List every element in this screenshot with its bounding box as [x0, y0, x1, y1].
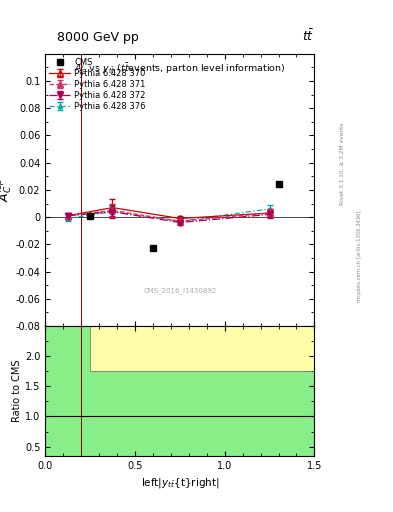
Legend: CMS, Pythia 6.428 370, Pythia 6.428 371, Pythia 6.428 372, Pythia 6.428 376: CMS, Pythia 6.428 370, Pythia 6.428 371,… [48, 56, 147, 113]
Text: Rivet 3.1.10, ≥ 3.2M events: Rivet 3.1.10, ≥ 3.2M events [340, 122, 344, 205]
Y-axis label: $A_C^{lep}$: $A_C^{lep}$ [0, 177, 14, 202]
Text: CMS_2016_I1430892: CMS_2016_I1430892 [143, 287, 217, 294]
Text: $A_C^l$ vs $y_{t\bar{t}}$ ($t\bar{t}$events, parton level information): $A_C^l$ vs $y_{t\bar{t}}$ ($t\bar{t}$eve… [74, 62, 286, 77]
Text: $t\bar{t}$: $t\bar{t}$ [302, 28, 314, 44]
CMS [88, 212, 92, 219]
Y-axis label: Ratio to CMS: Ratio to CMS [12, 359, 22, 422]
X-axis label: left|$y_{t\bar{t}}${t}right|: left|$y_{t\bar{t}}${t}right| [141, 476, 219, 490]
Text: mcplots.cern.ch [arXiv:1306.3436]: mcplots.cern.ch [arXiv:1306.3436] [357, 210, 362, 302]
Line: CMS: CMS [87, 182, 281, 251]
CMS [151, 245, 155, 251]
CMS [276, 181, 281, 187]
Text: 8000 GeV pp: 8000 GeV pp [57, 31, 139, 44]
